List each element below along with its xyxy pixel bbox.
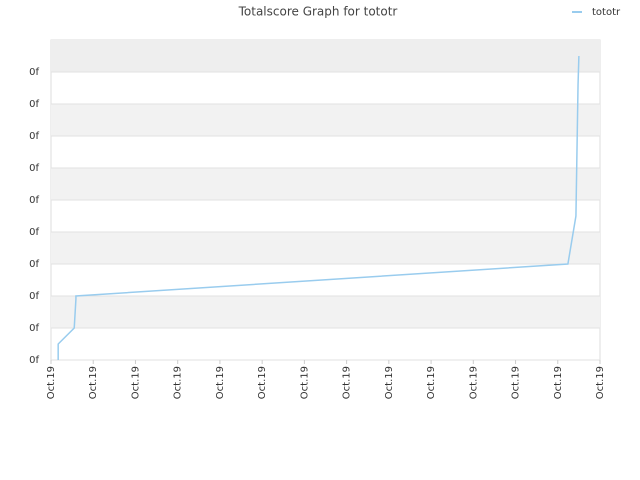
x-tick-label: Oct.19 <box>384 366 395 399</box>
y-tick-label: 0f <box>29 163 39 174</box>
x-tick-label: Oct.19 <box>595 366 606 399</box>
legend-label: tototr <box>592 7 621 18</box>
y-tick-label: 0f <box>29 67 39 78</box>
x-tick-label: Oct.19 <box>130 366 141 399</box>
x-tick-label: Oct.19 <box>215 366 226 399</box>
x-tick-label: Oct.19 <box>46 366 57 399</box>
x-tick-label: Oct.19 <box>173 366 184 399</box>
x-tick-label: Oct.19 <box>426 366 437 399</box>
grid-band <box>51 168 600 200</box>
x-tick-label: Oct.19 <box>511 366 522 399</box>
y-tick-label: 0f <box>29 131 39 142</box>
x-tick-label: Oct.19 <box>257 366 268 399</box>
grid-band <box>51 232 600 264</box>
line-series <box>57 55 580 360</box>
y-tick-label: 0f <box>29 195 39 206</box>
grid-band <box>51 40 600 72</box>
grid-band <box>51 104 600 136</box>
x-tick-label: Oct.19 <box>88 366 99 399</box>
x-tick-label: Oct.19 <box>553 366 564 399</box>
chart-title: Totalscore Graph for tototr <box>238 5 398 19</box>
x-tick-label: Oct.19 <box>468 366 479 399</box>
y-tick-label: 0f <box>29 355 39 366</box>
grid-band <box>51 296 600 328</box>
y-tick-label: 0f <box>29 227 39 238</box>
x-tick-label: Oct.19 <box>299 366 310 399</box>
x-tick-label: Oct.19 <box>342 366 353 399</box>
y-tick-label: 0f <box>29 291 39 302</box>
y-tick-label: 0f <box>29 99 39 110</box>
y-tick-label: 0f <box>29 259 39 270</box>
y-tick-label: 0f <box>29 323 39 334</box>
